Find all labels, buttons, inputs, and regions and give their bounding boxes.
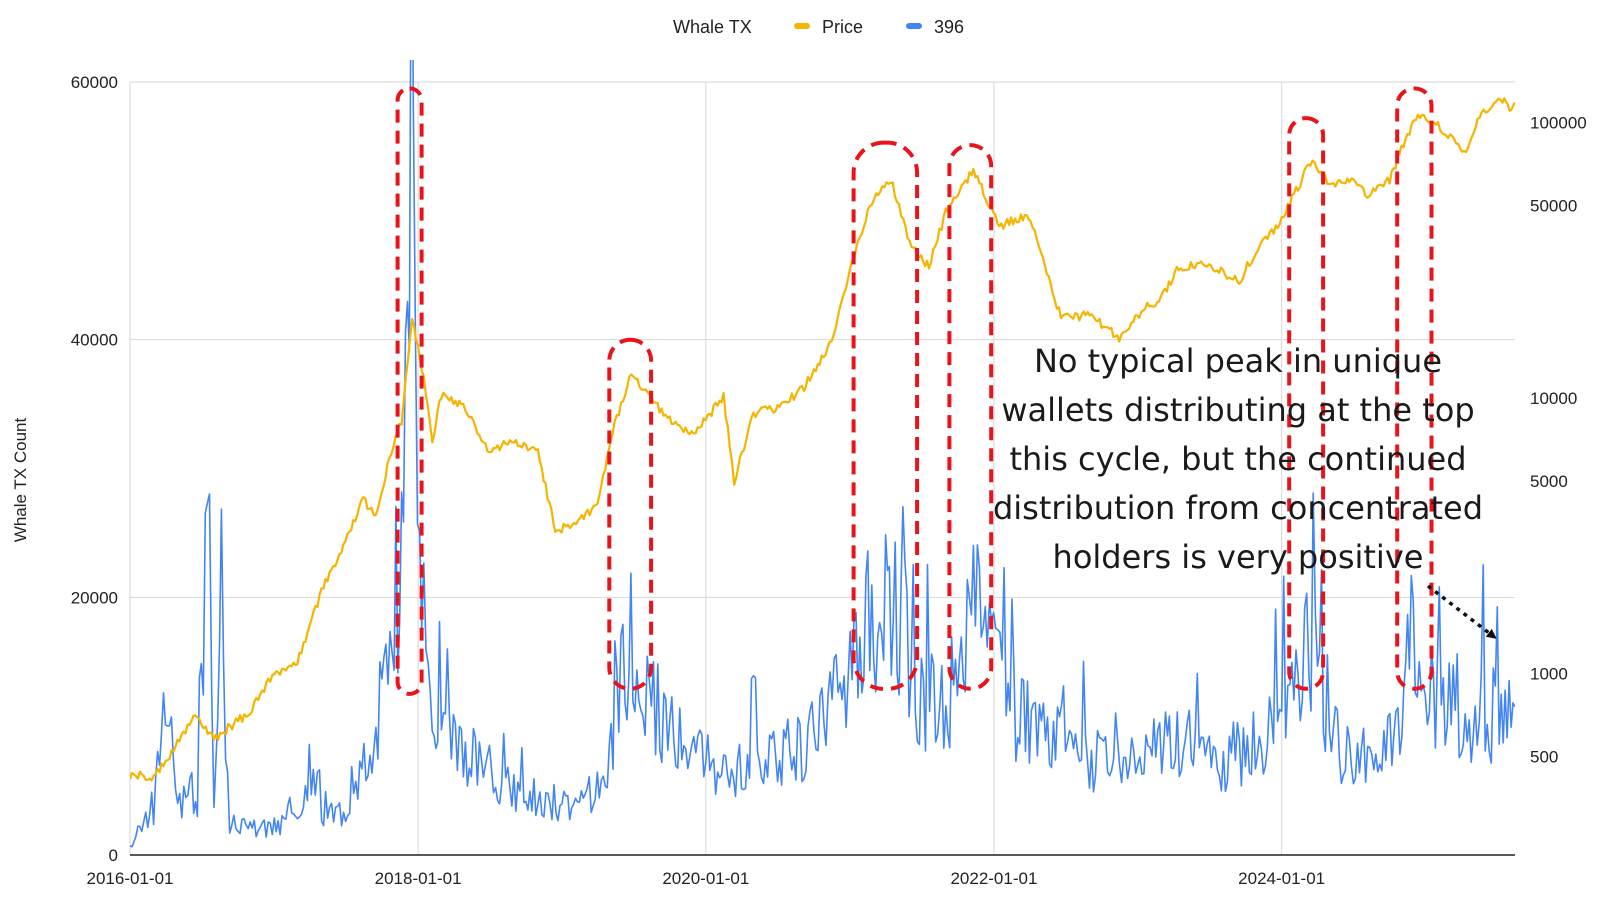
y-left-tick-label: 0 — [109, 846, 118, 865]
annotation-line: distribution from concentrated — [993, 489, 1483, 527]
y-axis-left-ticks: 0 20000 40000 60000 — [71, 73, 118, 865]
y-right-tick-label: 100000 — [1530, 113, 1587, 132]
y-right-tick-label: 10000 — [1530, 389, 1577, 408]
highlight-box — [851, 140, 920, 691]
highlight-box — [395, 86, 424, 696]
series-line-price — [130, 97, 1515, 782]
highlight-box — [607, 337, 654, 691]
legend: Whale TX Price 396 — [673, 17, 964, 37]
legend-label: 396 — [934, 17, 964, 37]
x-tick-label: 2020-01-01 — [662, 869, 749, 888]
y-right-tick-label: 5000 — [1530, 472, 1568, 491]
legend-label: Price — [822, 17, 863, 37]
y-left-tick-label: 60000 — [71, 73, 118, 92]
legend-title: Whale TX — [673, 17, 752, 37]
y-axis-title: Whale TX Count — [11, 418, 30, 543]
y-right-tick-label: 500 — [1530, 748, 1558, 767]
annotation: No typical peak in unique wallets distrib… — [993, 342, 1497, 639]
legend-swatch — [906, 23, 922, 29]
x-tick-label: 2022-01-01 — [950, 869, 1037, 888]
highlight-box — [1287, 116, 1326, 691]
annotation-line: wallets distributing at the top — [1001, 391, 1474, 429]
highlight-boxes — [395, 86, 1434, 696]
y-left-tick-label: 20000 — [71, 588, 118, 607]
x-tick-label: 2024-01-01 — [1238, 869, 1325, 888]
x-tick-label: 2016-01-01 — [87, 869, 174, 888]
series-line-whale-tx — [130, 60, 1515, 848]
x-axis-ticks: 2016-01-01 2018-01-01 2020-01-01 2022-01-01… — [87, 869, 1326, 888]
annotation-line: No typical peak in unique — [1034, 342, 1442, 380]
y-right-tick-label: 50000 — [1530, 196, 1577, 215]
x-tick-label: 2018-01-01 — [375, 869, 462, 888]
annotation-line: holders is very positive — [1053, 538, 1424, 576]
annotation-line: this cycle, but the continued — [1009, 440, 1466, 478]
series-layer — [130, 60, 1515, 848]
y-axis-right-ticks: 500 1000 5000 10000 50000 100000 — [1530, 113, 1587, 766]
legend-swatch — [794, 23, 810, 29]
highlight-box — [947, 143, 994, 691]
y-right-tick-label: 1000 — [1530, 665, 1568, 684]
highlight-box — [1395, 86, 1434, 691]
y-left-tick-label: 40000 — [71, 331, 118, 350]
